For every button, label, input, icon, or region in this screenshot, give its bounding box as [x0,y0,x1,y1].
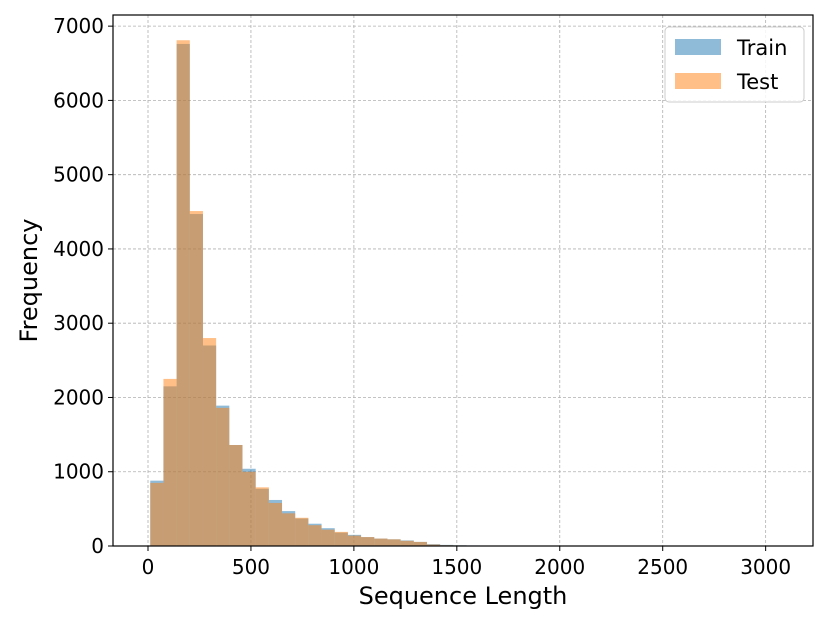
bar-test [413,541,427,546]
x-tick-label: 2500 [637,555,688,579]
bar-test [361,537,375,546]
legend: Train Test [664,26,805,103]
y-axis-label: Frequency [15,219,43,343]
legend-label-train: Train [736,36,787,60]
x-axis-label: Sequence Length [359,582,568,610]
y-tick-label: 5000 [53,163,104,187]
bar-test [176,40,190,546]
y-tick-label: 0 [91,534,104,558]
y-axis-ticks: 0 1000 2000 3000 4000 5000 6000 7000 [53,14,113,558]
y-tick-label: 2000 [53,385,104,409]
bar-test [242,471,256,546]
bar-test [321,529,335,546]
x-tick-label: 1000 [328,555,379,579]
series-test [150,40,796,547]
plot-frame [112,14,814,547]
legend-swatch-test [675,73,721,89]
bar-test [426,544,441,546]
bar-test [374,538,388,546]
bar-test [163,378,177,546]
x-axis-ticks: 0 500 1000 1500 2000 2500 3000 [142,546,791,579]
bar-test [229,444,243,546]
bar-test [387,539,401,546]
bar-test [150,482,164,546]
bar-test [282,513,296,546]
legend-label-test: Test [736,70,778,94]
x-tick-label: 1500 [431,555,482,579]
bar-test [400,540,414,546]
x-tick-label: 0 [142,555,155,579]
y-tick-label: 3000 [53,311,104,335]
bar-test [268,502,283,546]
x-tick-label: 3000 [740,555,791,579]
bar-test [216,407,230,546]
y-tick-label: 4000 [53,237,104,261]
y-tick-label: 7000 [53,14,104,38]
histogram-bars [150,40,796,547]
bar-test [202,338,217,546]
y-tick-label: 1000 [53,460,104,484]
series-train [150,43,796,547]
bar-test [189,211,203,547]
x-tick-label: 2000 [534,555,585,579]
bar-test [255,487,269,546]
bar-test [295,517,309,546]
bar-test [334,531,348,546]
x-tick-label: 500 [232,555,270,579]
bar-test [347,535,362,546]
y-tick-label: 6000 [53,88,104,112]
bar-test [308,525,322,546]
legend-swatch-train [675,39,721,55]
